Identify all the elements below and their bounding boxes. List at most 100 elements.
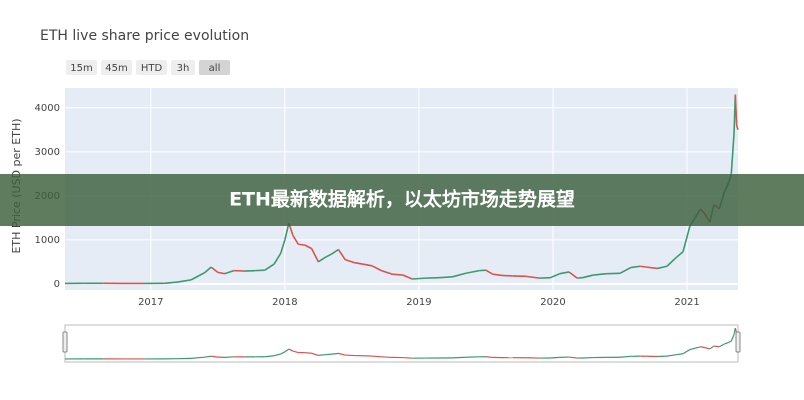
mini-segment [304, 352, 312, 354]
price-segment [324, 253, 333, 259]
mini-segment [190, 356, 205, 359]
price-segment [164, 281, 178, 285]
price-segment [317, 256, 326, 263]
price-segment [371, 265, 382, 272]
price-segment [593, 272, 607, 276]
mini-segment [345, 354, 355, 357]
banner-text: ETH最新数据解析，以太坊市场走势展望 [229, 188, 575, 211]
price-segment [438, 275, 453, 279]
range-button-label[interactable]: all [209, 63, 221, 74]
price-segment [657, 265, 668, 270]
price-segment [559, 271, 570, 275]
mini-segment [402, 356, 413, 359]
mini-segment [700, 346, 705, 349]
price-segment [619, 266, 632, 274]
price-segment [280, 239, 286, 254]
x-tick-label: 2021 [674, 297, 699, 308]
price-segment [264, 263, 275, 271]
price-segment [217, 271, 225, 275]
mini-segment [325, 353, 332, 356]
mini-segment [318, 354, 326, 356]
price-segment [354, 261, 363, 265]
range-button[interactable] [136, 60, 167, 75]
price-segment [675, 251, 684, 259]
price-segment [549, 272, 561, 279]
mini-segment [288, 348, 294, 352]
mini-segment [331, 352, 339, 355]
x-tick-label: 2020 [540, 297, 565, 308]
range-button-label[interactable]: 45m [105, 63, 127, 74]
x-tick-label: 2019 [406, 297, 431, 308]
mini-segment [709, 345, 715, 350]
price-segment [292, 235, 299, 245]
price-segment [402, 274, 413, 280]
slider-handle[interactable] [62, 331, 68, 353]
range-button[interactable] [199, 60, 230, 75]
mini-segment [724, 341, 729, 345]
x-tick-label: 2018 [272, 297, 297, 308]
mini-segment [311, 352, 319, 356]
mini-segment [204, 355, 212, 358]
price-segment [492, 273, 503, 277]
price-segment [392, 273, 403, 276]
range-button[interactable] [66, 60, 97, 75]
mini-segment [704, 346, 711, 350]
mini-segment [211, 355, 218, 358]
slider-handle[interactable] [735, 331, 741, 353]
price-segment [304, 244, 313, 250]
range-button-label[interactable]: 3h [177, 63, 190, 74]
mini-segment [713, 345, 720, 348]
price-segment [630, 265, 641, 269]
price-segment [412, 277, 426, 280]
chart-title: ETH live share price evolution [40, 28, 249, 44]
price-segment [734, 94, 738, 126]
mini-segment [371, 355, 382, 358]
price-segment [640, 265, 647, 268]
y-tick-label: 0 [54, 279, 60, 290]
mini-segment [619, 355, 631, 358]
mini-segment [728, 340, 732, 343]
mini-segment [224, 356, 234, 358]
price-segment [465, 269, 480, 275]
mini-segment [338, 352, 346, 356]
price-segment [735, 125, 739, 131]
mini-segment [694, 346, 701, 349]
price-segment [646, 266, 658, 270]
mini-segment [718, 343, 725, 348]
range-button[interactable] [101, 60, 132, 75]
price-segment [310, 248, 320, 263]
price-segment [177, 279, 192, 283]
x-tick-label: 2017 [138, 297, 163, 308]
price-segment [730, 134, 735, 174]
price-segment [485, 269, 494, 275]
price-segment [666, 256, 677, 267]
mini-segment [485, 356, 493, 359]
y-tick-label: 1000 [35, 235, 60, 246]
price-segment [210, 266, 219, 274]
mini-segment [264, 355, 275, 358]
price-segment [362, 263, 373, 267]
mini-segment [292, 350, 299, 354]
range-button-label[interactable]: 15m [70, 63, 92, 74]
banner [0, 174, 804, 226]
price-segment [331, 248, 339, 255]
price-segment [344, 258, 355, 264]
mini-segment [676, 353, 684, 356]
mini-segment [273, 353, 281, 357]
range-button-label[interactable]: HTD [141, 63, 163, 74]
y-tick-label: 4000 [35, 103, 60, 114]
mini-segment [550, 356, 560, 359]
range-buttons: 15m 45m HTD 3h all [66, 60, 230, 75]
price-segment [526, 275, 540, 279]
price-segment [452, 272, 467, 278]
price-segment [568, 271, 578, 279]
mini-segment [280, 351, 286, 355]
mini-segment [381, 356, 393, 359]
price-segment [582, 274, 594, 279]
mini-segment [284, 348, 290, 353]
range-button[interactable] [171, 60, 195, 75]
mini-segment [569, 356, 578, 359]
price-segment [298, 243, 306, 246]
price-segment [682, 226, 691, 252]
